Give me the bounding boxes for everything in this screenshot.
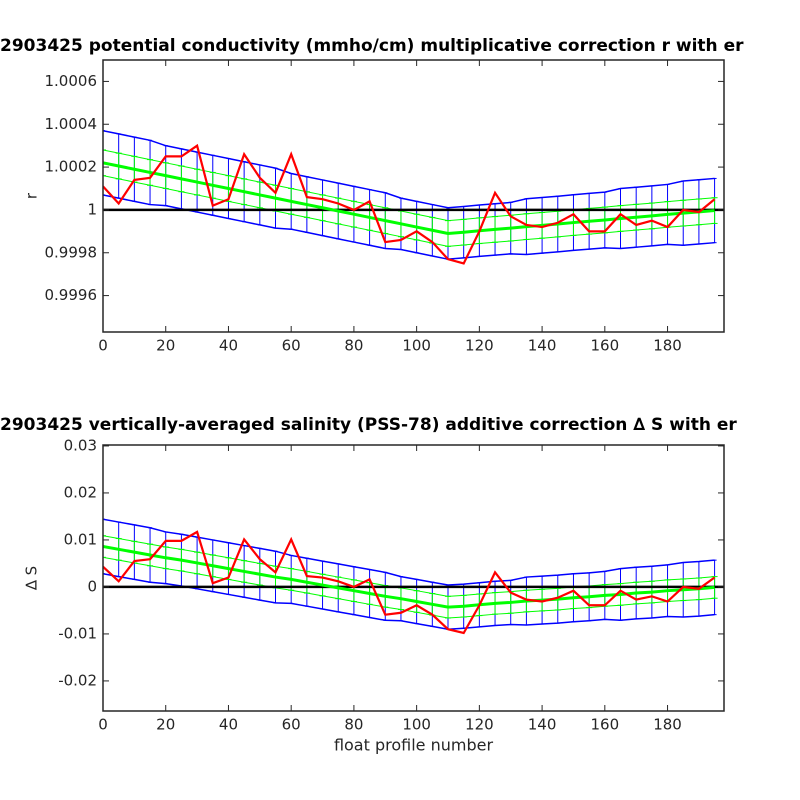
- x-tick-label: 160: [590, 337, 619, 355]
- data-line: [103, 545, 715, 609]
- y-tick-label: 0.01: [64, 530, 97, 548]
- plot-area: [103, 445, 724, 711]
- y-axis-label: r: [23, 192, 41, 199]
- x-tick-label: 140: [528, 716, 557, 734]
- y-tick-label: 1.0006: [45, 72, 98, 90]
- x-tick-label: 60: [282, 337, 301, 355]
- axes-box: [102, 59, 725, 333]
- y-tick-label: 1.0002: [45, 158, 98, 176]
- y-tick-label: 0: [87, 577, 97, 595]
- chart-title: 2903425 potential conductivity (mmho/cm)…: [0, 36, 744, 56]
- y-tick-label: 0.02: [64, 483, 97, 501]
- x-tick-label: 20: [156, 716, 175, 734]
- data-line: [103, 143, 716, 265]
- x-tick-label: 140: [528, 337, 557, 355]
- y-tick-label: 0.9996: [45, 286, 98, 304]
- data-line: [103, 530, 716, 635]
- x-tick-label: 180: [653, 337, 682, 355]
- x-tick-label: 40: [219, 716, 238, 734]
- y-tick-label: -0.02: [58, 671, 97, 689]
- y-tick-label: 1.0004: [45, 115, 98, 133]
- x-tick-label: 100: [402, 337, 431, 355]
- y-tick-label: 0.9998: [45, 243, 98, 261]
- inner-envelope: [103, 556, 715, 619]
- error-envelope: [103, 194, 715, 260]
- x-axis-label: float profile number: [334, 736, 494, 755]
- y-tick-label: -0.01: [58, 624, 97, 642]
- x-tick-label: 40: [219, 337, 238, 355]
- inner-envelope: [103, 175, 715, 247]
- x-tick-label: 60: [282, 716, 301, 734]
- y-tick-label: 0.03: [64, 436, 97, 454]
- x-tick-label: 120: [465, 337, 494, 355]
- plot-layer: [103, 518, 724, 635]
- x-tick-label: 180: [653, 716, 682, 734]
- plot-area: [103, 60, 724, 332]
- data-line: [103, 161, 715, 235]
- x-tick-label: 0: [98, 337, 108, 355]
- x-tick-label: 80: [344, 716, 363, 734]
- y-tick-label: 1: [87, 200, 97, 218]
- error-envelope: [103, 573, 715, 630]
- y-axis-label: ∆ S: [23, 566, 41, 591]
- x-tick-label: 20: [156, 337, 175, 355]
- x-tick-label: 120: [465, 716, 494, 734]
- plot-layer: [103, 129, 724, 265]
- x-tick-label: 160: [590, 716, 619, 734]
- x-tick-label: 100: [402, 716, 431, 734]
- error-envelope: [103, 518, 715, 586]
- inner-envelope: [103, 149, 715, 222]
- chart-title: 2903425 vertically-averaged salinity (PS…: [0, 415, 737, 435]
- x-tick-label: 0: [98, 716, 108, 734]
- x-tick-label: 80: [344, 337, 363, 355]
- axes-box: [102, 444, 725, 712]
- error-envelope: [103, 129, 715, 209]
- inner-envelope: [103, 535, 715, 597]
